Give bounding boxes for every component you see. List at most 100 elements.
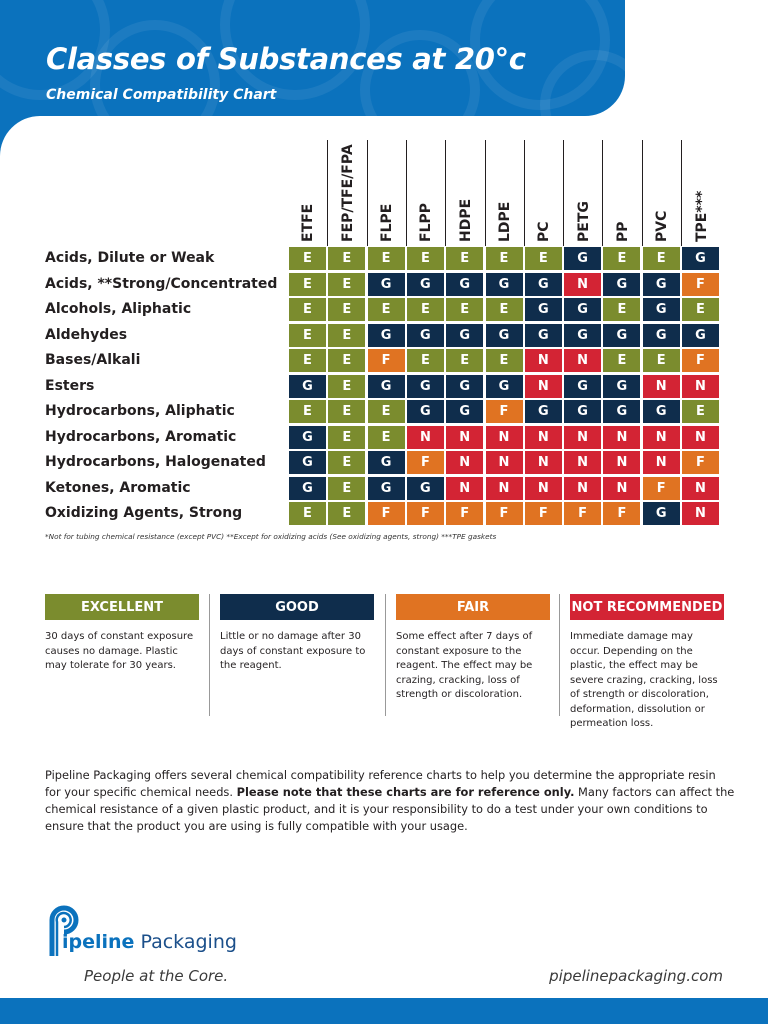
- rating-cell: N: [564, 272, 602, 296]
- column-header: PETG: [563, 140, 603, 246]
- rating-cell: G: [524, 323, 562, 347]
- rating-cell: G: [367, 272, 405, 296]
- rating-cell: N: [682, 425, 719, 449]
- rating-cell: G: [406, 374, 444, 398]
- disclaimer-part1: Pipeline Packaging offers several chemic…: [45, 768, 716, 799]
- column-header: ETFE: [288, 140, 327, 246]
- row-label: Alcohols, Aliphatic: [45, 301, 192, 317]
- tagline: People at the Core.: [84, 967, 229, 985]
- header-banner: Classes of Substances at 20°c Chemical C…: [0, 0, 625, 116]
- rating-cell: G: [642, 272, 680, 296]
- rating-cell: E: [328, 323, 366, 347]
- rating-cell: E: [289, 349, 326, 372]
- rating-cell: E: [485, 298, 523, 321]
- rating-cell: E: [289, 247, 326, 270]
- column-header: FEP/TFE/FPA: [327, 140, 367, 246]
- column-header-label: FLPP: [418, 202, 435, 242]
- rating-cell: E: [289, 400, 326, 423]
- rating-cell: N: [446, 451, 484, 474]
- column-header: PVC: [641, 140, 682, 246]
- row-label: Hydrocarbons, Aromatic: [45, 428, 237, 445]
- rating-cell: E: [367, 247, 405, 270]
- column-header: LDPE: [484, 140, 525, 246]
- rating-cell: E: [682, 298, 719, 321]
- rating-cell: N: [603, 476, 641, 500]
- legend-badge: FAIR: [396, 594, 550, 620]
- rating-cell: E: [367, 425, 405, 449]
- disclaimer-text: Pipeline Packaging offers several chemic…: [45, 767, 735, 835]
- row-label: Aldehydes: [45, 326, 128, 343]
- column-header: PP: [602, 140, 642, 246]
- rating-cell: N: [524, 374, 562, 398]
- rating-cell: G: [367, 451, 405, 474]
- table-footnote: *Not for tubing chemical resistance (exc…: [45, 532, 497, 541]
- rating-cell: G: [564, 323, 602, 347]
- website-link[interactable]: pipelinepackaging.com: [549, 967, 723, 985]
- rating-cell: G: [642, 502, 680, 525]
- rating-cell: E: [603, 298, 641, 321]
- rating-cell: F: [682, 272, 719, 296]
- rating-cell: E: [328, 451, 366, 474]
- rating-cell: G: [524, 400, 562, 423]
- rating-cell: N: [564, 451, 602, 474]
- rating-cell: E: [446, 349, 484, 372]
- rating-cell: G: [446, 374, 484, 398]
- rating-cell: N: [524, 451, 562, 474]
- rating-cell: E: [328, 272, 366, 296]
- column-header: HDPE: [445, 140, 485, 246]
- column-header-label: ETFE: [299, 203, 316, 242]
- rating-cell: G: [446, 272, 484, 296]
- rating-cell: N: [682, 502, 719, 525]
- rating-cell: G: [367, 323, 405, 347]
- rating-cell: N: [564, 349, 602, 372]
- rating-cell: N: [603, 425, 641, 449]
- page-title: Classes of Substances at 20°c: [46, 42, 526, 76]
- rating-cell: G: [603, 374, 641, 398]
- rating-cell: N: [524, 349, 562, 372]
- rating-cell: F: [524, 502, 562, 525]
- rating-cell: G: [524, 298, 562, 321]
- row-label: Hydrocarbons, Aliphatic: [45, 403, 235, 419]
- rating-cell: G: [564, 374, 602, 398]
- rating-cell: N: [485, 425, 523, 449]
- disclaimer-part2: Many factors can affect the chemical res…: [45, 785, 735, 833]
- legend-description: Little or no damage after 30 days of con…: [220, 631, 366, 671]
- rating-cell: F: [564, 502, 602, 525]
- rating-cell: N: [682, 374, 719, 398]
- pipeline-logo-icon: [49, 905, 79, 956]
- rating-cell: G: [289, 451, 326, 474]
- rating-cell: F: [406, 502, 444, 525]
- rating-cell: N: [446, 476, 484, 500]
- column-header-label: PC: [536, 221, 553, 242]
- rating-cell: G: [524, 272, 562, 296]
- rating-cell: G: [485, 374, 523, 398]
- rating-cell: G: [446, 323, 484, 347]
- rating-cell: E: [485, 349, 523, 372]
- legend-item: GOOD Little or no damage after 30 days of…: [220, 594, 374, 674]
- rating-cell: E: [328, 374, 366, 398]
- legend-item: FAIR Some effect after 7 days of constant…: [396, 594, 550, 703]
- legend-description: Immediate damage may occur. Depending on…: [570, 631, 718, 729]
- rating-cell: N: [642, 374, 680, 398]
- column-header-label: PP: [614, 221, 631, 242]
- rating-cell: G: [603, 272, 641, 296]
- rating-cell: G: [289, 374, 326, 398]
- header-corner-mask: [0, 116, 80, 196]
- rating-cell: G: [406, 272, 444, 296]
- rating-cell: G: [564, 400, 602, 423]
- footer-bar: [0, 998, 768, 1024]
- column-header-label: LDPE: [497, 201, 513, 242]
- brand-pipeline: ipeline: [62, 931, 135, 953]
- rating-cell: F: [682, 349, 719, 372]
- rating-cell: E: [406, 349, 444, 372]
- rating-cell: N: [682, 476, 719, 500]
- rating-cell: E: [289, 272, 326, 296]
- rating-cell: E: [446, 298, 484, 321]
- rating-cell: N: [485, 476, 523, 500]
- rating-cell: N: [524, 425, 562, 449]
- legend-divider: [385, 594, 386, 716]
- rating-cell: N: [524, 476, 562, 500]
- rating-cell: N: [446, 425, 484, 449]
- rating-cell: F: [367, 502, 405, 525]
- disclaimer-bold: Please note that these charts are for re…: [236, 785, 575, 799]
